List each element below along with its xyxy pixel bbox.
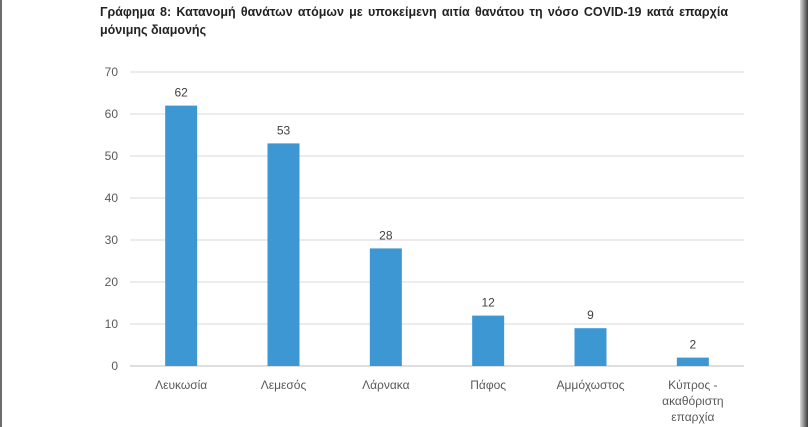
bars <box>165 105 709 366</box>
y-tick-label: 40 <box>105 191 119 205</box>
category-label: Κύπρος - <box>668 378 717 392</box>
bar <box>472 315 505 366</box>
y-axis-ticks: 0 10 20 30 40 50 60 70 <box>105 65 119 373</box>
y-tick-label: 50 <box>105 149 119 163</box>
bar <box>574 328 607 366</box>
category-label: επαρχία <box>671 410 714 424</box>
gridlines <box>130 71 744 367</box>
category-label: Λάρνακα <box>362 378 410 392</box>
data-label: 2 <box>689 338 696 352</box>
y-tick-label: 0 <box>111 359 118 373</box>
data-label: 62 <box>174 86 188 100</box>
bar <box>369 248 402 366</box>
bar <box>676 357 709 366</box>
window-edge-right <box>800 0 808 427</box>
data-label: 28 <box>379 228 393 242</box>
y-tick-label: 10 <box>105 317 119 331</box>
y-tick-label: 70 <box>105 65 119 79</box>
data-label: 12 <box>481 296 495 310</box>
chart-title: Γράφημα 8: Κατανομή θανάτων ατόμων με υπ… <box>100 5 728 37</box>
window-edge-left <box>0 0 2 427</box>
y-tick-label: 20 <box>105 275 119 289</box>
category-label: Λευκωσία <box>155 378 207 392</box>
category-label: ακαθόριστη <box>662 394 723 408</box>
category-label: Λεμεσός <box>261 378 307 392</box>
bar <box>267 143 300 366</box>
category-label: Πάφος <box>470 378 506 392</box>
data-label: 53 <box>277 123 291 137</box>
data-labels: 62 53 28 12 9 2 <box>174 86 696 352</box>
y-tick-label: 30 <box>105 233 119 247</box>
x-axis-categories: Λευκωσία Λεμεσός Λάρνακα Πάφος Αμμόχωστος Κύπ… <box>155 378 723 424</box>
category-label: Αμμόχωστος <box>557 378 625 392</box>
bar <box>165 105 198 366</box>
y-tick-label: 60 <box>105 107 119 121</box>
data-label: 9 <box>587 308 594 322</box>
